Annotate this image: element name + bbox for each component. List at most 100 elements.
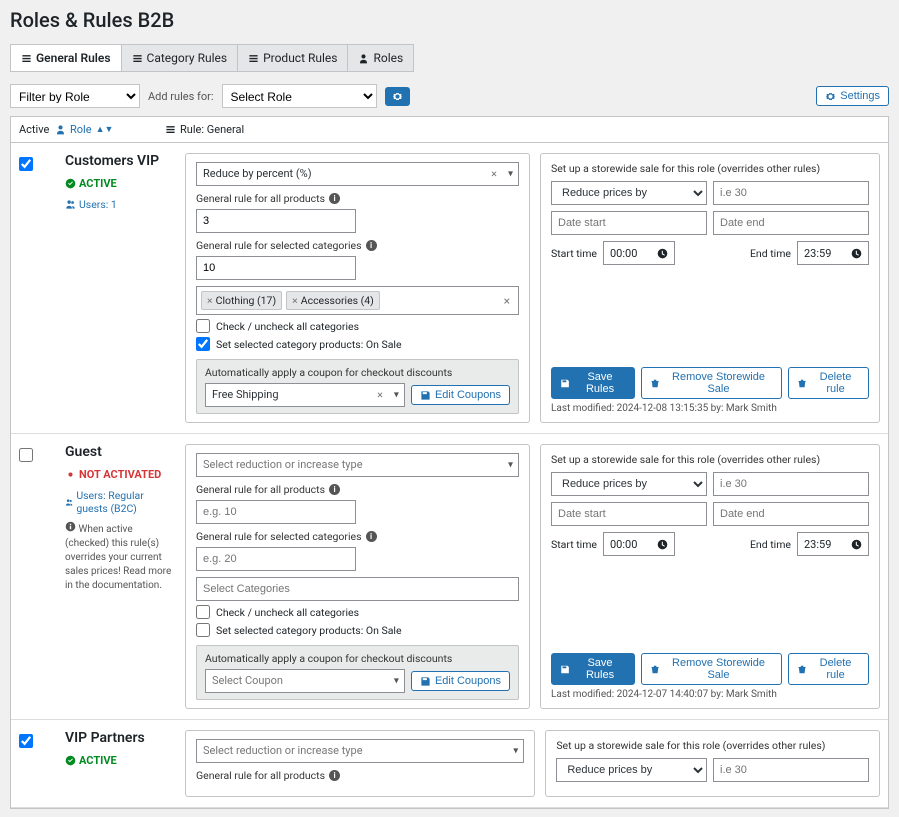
tab-general-rules[interactable]: General Rules xyxy=(10,44,122,72)
info-icon[interactable]: i xyxy=(329,484,340,495)
start-time-input[interactable]: 00:00 xyxy=(603,241,675,265)
reduce-prices-select[interactable]: Reduce prices by xyxy=(551,472,707,496)
col-header-role-label: Role xyxy=(70,123,92,136)
check-all-label: Check / uncheck all categories xyxy=(216,320,359,333)
info-icon[interactable]: i xyxy=(366,240,377,251)
users-icon xyxy=(65,497,73,508)
check-all-categories-checkbox[interactable] xyxy=(196,605,210,619)
all-products-label: General rule for all products i xyxy=(196,769,524,782)
reduce-amount-input[interactable] xyxy=(713,472,869,496)
users-link[interactable]: Users: Regular guests (B2C) xyxy=(65,489,175,515)
remove-storewide-button[interactable]: Remove Storewide Sale xyxy=(641,653,782,685)
select-role-dropdown[interactable]: Select Role xyxy=(222,84,377,108)
coupon-select[interactable]: Select Coupon xyxy=(205,669,405,693)
add-rules-for-label: Add rules for: xyxy=(148,90,214,103)
end-time-label: End time xyxy=(750,538,791,551)
edit-coupons-button[interactable]: Edit Coupons xyxy=(411,671,510,691)
start-time-input[interactable]: 00:00 xyxy=(603,532,675,556)
role-cell: Guest NOT ACTIVATEDUsers: Regular guests… xyxy=(65,444,175,593)
info-icon[interactable]: i xyxy=(366,531,377,542)
reduction-type-select[interactable]: Select reduction or increase type xyxy=(196,453,519,477)
categories-input[interactable] xyxy=(196,577,519,601)
clock-icon xyxy=(657,539,668,550)
date-start-input[interactable] xyxy=(551,502,707,526)
save-rules-button[interactable]: Save Rules xyxy=(551,367,635,399)
selected-cats-input[interactable] xyxy=(196,547,356,571)
active-checkbox[interactable] xyxy=(19,448,33,462)
chip-remove-icon[interactable]: × xyxy=(292,294,298,307)
active-cell xyxy=(19,153,55,174)
add-rule-button[interactable] xyxy=(385,87,410,106)
reduce-prices-select[interactable]: Reduce prices by xyxy=(556,758,707,782)
status-badge: ACTIVE xyxy=(65,754,175,767)
user-icon xyxy=(55,124,66,135)
clock-icon xyxy=(851,248,862,259)
info-icon xyxy=(65,521,76,532)
settings-button[interactable]: Settings xyxy=(816,86,889,106)
col-header-role[interactable]: Role ▲▼ xyxy=(55,123,165,136)
date-start-input[interactable] xyxy=(551,211,707,235)
status-badge: ACTIVE xyxy=(65,177,175,190)
onsale-checkbox[interactable] xyxy=(196,337,210,351)
check-all-label: Check / uncheck all categories xyxy=(216,606,359,619)
end-time-input[interactable]: 23:59 xyxy=(797,532,869,556)
date-end-input[interactable] xyxy=(713,502,869,526)
tab-roles[interactable]: Roles xyxy=(348,44,414,72)
tab-category-rules[interactable]: Category Rules xyxy=(122,44,239,72)
last-modified-text: Last modified: 2024-12-08 13:15:35 by: M… xyxy=(551,403,869,414)
date-end-input[interactable] xyxy=(713,211,869,235)
delete-rule-button[interactable]: Delete rule xyxy=(788,367,869,399)
end-time-input[interactable]: 23:59 xyxy=(797,241,869,265)
storewide-panel: Set up a storewide sale for this role (o… xyxy=(540,153,880,423)
categories-chips[interactable]: ×Clothing (17)×Accessories (4) × xyxy=(196,286,519,315)
users-link[interactable]: Users: 1 xyxy=(65,198,175,211)
all-products-input[interactable] xyxy=(196,209,356,233)
page-title: Roles & Rules B2B xyxy=(10,8,889,32)
user-icon xyxy=(358,53,369,64)
onsale-checkbox[interactable] xyxy=(196,623,210,637)
active-checkbox[interactable] xyxy=(19,734,33,748)
active-checkbox[interactable] xyxy=(19,157,33,171)
info-icon[interactable]: i xyxy=(329,770,340,781)
end-time-label: End time xyxy=(750,247,791,260)
table-row: Guest NOT ACTIVATEDUsers: Regular guests… xyxy=(11,434,888,720)
selected-cats-input[interactable] xyxy=(196,256,356,280)
active-cell xyxy=(19,444,55,465)
save-rules-button[interactable]: Save Rules xyxy=(551,653,635,685)
dot-icon xyxy=(65,469,76,480)
filter-role-select[interactable]: Filter by Role xyxy=(10,84,140,108)
start-time-label: Start time xyxy=(551,247,597,260)
chips-clear[interactable]: × xyxy=(500,294,514,308)
hamburger-icon xyxy=(165,124,176,135)
chip-remove-icon[interactable]: × xyxy=(207,294,213,307)
reduction-type-select[interactable]: Reduce by percent (%) xyxy=(196,162,519,186)
check-circle-icon xyxy=(65,178,76,189)
edit-coupons-button[interactable]: Edit Coupons xyxy=(411,385,510,405)
coupon-auto-label: Automatically apply a coupon for checkou… xyxy=(205,652,510,665)
col-header-active: Active xyxy=(19,123,55,136)
info-icon[interactable]: i xyxy=(329,193,340,204)
reduce-prices-select[interactable]: Reduce prices by xyxy=(551,181,707,205)
category-chip[interactable]: ×Accessories (4) xyxy=(286,291,380,310)
clear-icon[interactable]: × xyxy=(377,389,383,402)
clock-icon xyxy=(657,248,668,259)
col-header-rule-label: Rule: General xyxy=(180,123,244,136)
role-name: Guest xyxy=(65,444,175,460)
check-all-categories-checkbox[interactable] xyxy=(196,319,210,333)
save-icon xyxy=(420,676,431,687)
gear-icon xyxy=(392,91,403,102)
onsale-label: Set selected category products: On Sale xyxy=(216,624,402,637)
remove-storewide-button[interactable]: Remove Storewide Sale xyxy=(641,367,782,399)
delete-rule-button[interactable]: Delete rule xyxy=(788,653,869,685)
save-icon xyxy=(420,390,431,401)
all-products-input[interactable] xyxy=(196,500,356,524)
clear-icon[interactable]: × xyxy=(491,168,497,181)
reduce-amount-input[interactable] xyxy=(713,758,869,782)
table-row: Customers VIP ACTIVEUsers: 1 Reduce by p… xyxy=(11,143,888,434)
storewide-desc: Set up a storewide sale for this role (o… xyxy=(551,453,869,466)
reduce-amount-input[interactable] xyxy=(713,181,869,205)
coupon-select[interactable]: Free Shipping xyxy=(205,383,405,407)
category-chip[interactable]: ×Clothing (17) xyxy=(201,291,282,310)
reduction-type-select[interactable]: Select reduction or increase type xyxy=(196,739,524,763)
tab-product-rules[interactable]: Product Rules xyxy=(238,44,348,72)
